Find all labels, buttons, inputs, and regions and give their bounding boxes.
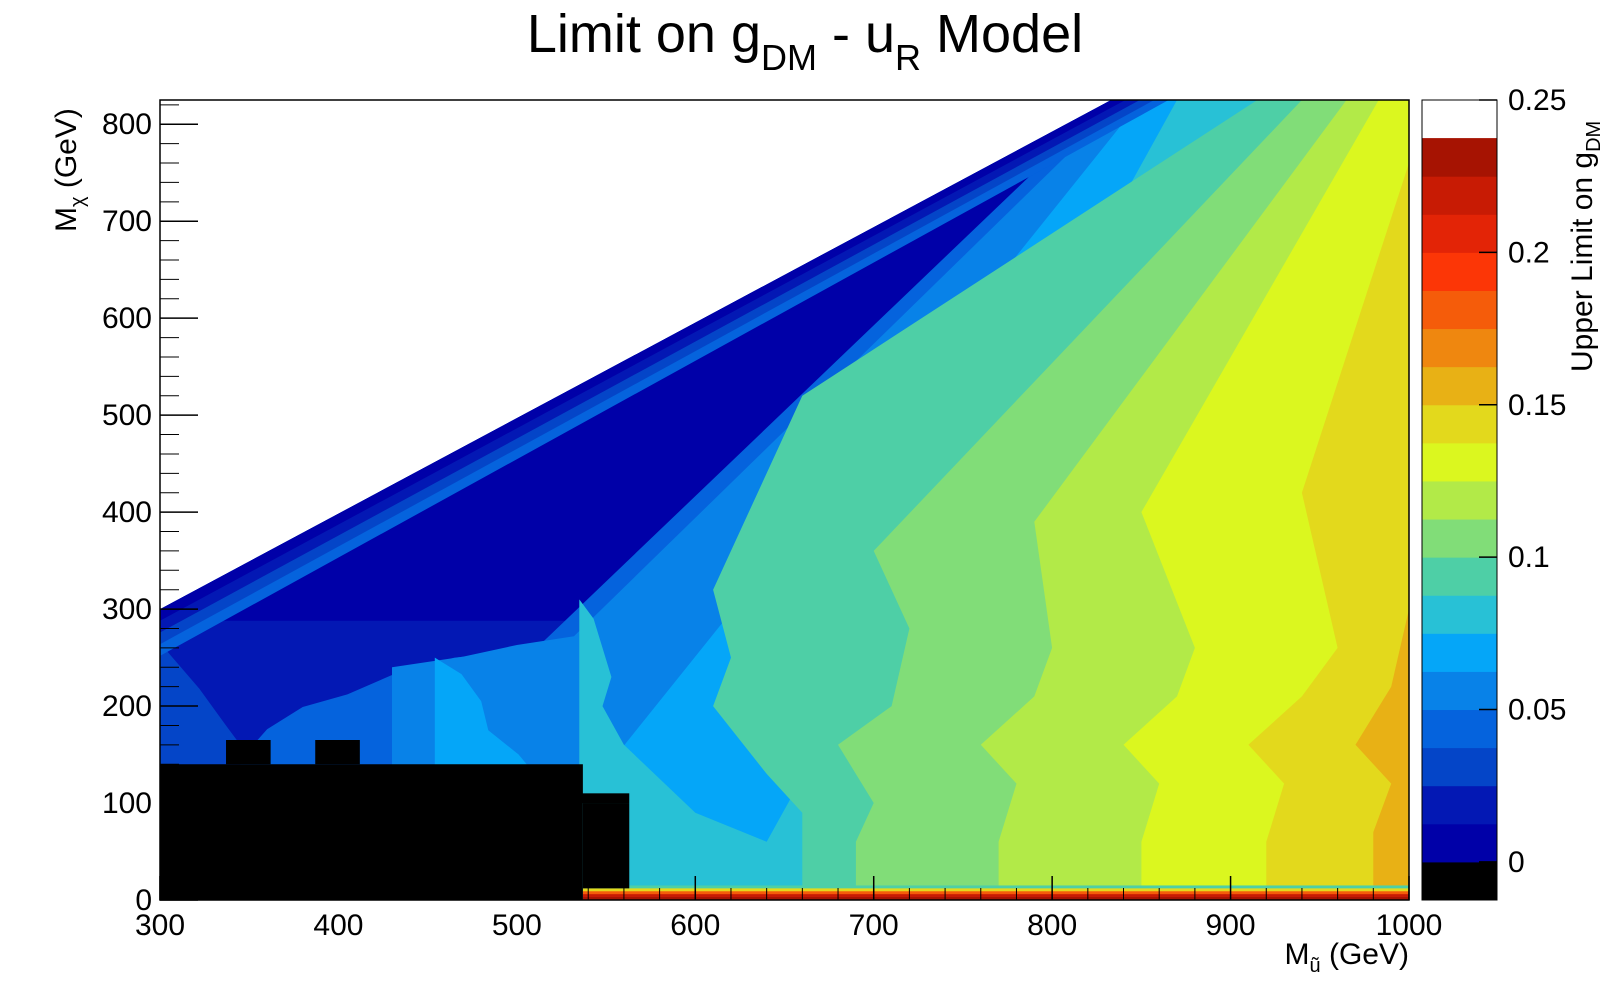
y-tick-label: 0 (135, 884, 152, 917)
color-bar-tick-label: 0 (1508, 846, 1525, 879)
bottom-strip-band (582, 885, 1409, 889)
y-axis-title-end: (GeV) (50, 108, 83, 196)
x-tick-label: 900 (1206, 909, 1256, 942)
chart-title-sub-dm: DM (761, 37, 817, 78)
color-bar-segment (1422, 709, 1497, 749)
color-bar-segment (1422, 252, 1497, 291)
color-bar-segment (1422, 480, 1497, 520)
edge-wedge-4 (160, 100, 1169, 656)
color-bar-title-main: Upper Limit on g (1566, 152, 1599, 372)
color-bar-segment (1422, 328, 1497, 368)
chart-title: Limit on gDM - uR Model (527, 4, 1083, 78)
y-tick-label: 800 (102, 108, 152, 141)
color-bar-segment (1422, 785, 1497, 825)
contour-band-11 (1248, 100, 1409, 900)
y-tick-label: 200 (102, 690, 152, 723)
y-tick-label: 700 (102, 205, 152, 238)
color-bar-segment (1422, 823, 1497, 863)
x-axis-title: Mũ (GeV) (1285, 938, 1409, 977)
x-tick-label: 500 (492, 909, 542, 942)
contour-fill-layer (160, 100, 1409, 900)
x-axis-title-end: (GeV) (1321, 938, 1409, 971)
color-bar-segment (1422, 519, 1497, 558)
y-tick-label: 400 (102, 496, 152, 529)
color-bar-tick-label: 0.1 (1508, 541, 1550, 574)
x-tick-label: 300 (135, 909, 185, 942)
color-bar-segment (1422, 214, 1497, 253)
color-bar-segment (1422, 442, 1497, 482)
plot-frame (159, 99, 1410, 901)
color-bar-tick-label: 0.25 (1508, 84, 1566, 117)
y-axis: 0 100 200 300 400 500 600 700 800 (102, 104, 198, 917)
excluded-region (160, 740, 630, 900)
edge-wedge-3 (160, 100, 1155, 645)
color-bar-segment (1422, 557, 1497, 596)
color-bar-segment (1422, 633, 1497, 672)
y-tick-label: 300 (102, 593, 152, 626)
color-bar-segment (1422, 671, 1497, 711)
color-bar-tick-label: 0.2 (1508, 236, 1550, 269)
excluded-block (540, 793, 630, 804)
edge-wedge-1 (160, 100, 1126, 621)
bottom-strip-band (582, 894, 1409, 898)
x-axis-title-main: M (1285, 938, 1310, 971)
x-tick-label: 400 (313, 909, 363, 942)
color-bar-segment (1422, 176, 1497, 215)
color-bar-segment (1422, 366, 1497, 406)
excluded-block (582, 803, 630, 889)
bottom-strip-band (582, 891, 1409, 895)
x-axis-title-sub: ũ (1310, 955, 1321, 977)
color-bar-tick-label: 0.15 (1508, 389, 1566, 422)
color-bar-title: Upper Limit on gDM (1566, 121, 1605, 372)
chart-title-sub-r: R (895, 37, 921, 78)
bottom-strip-band (582, 888, 1409, 892)
excluded-block (160, 764, 583, 900)
x-tick-label: 700 (849, 909, 899, 942)
y-axis-title: Mχ (GeV) (50, 108, 89, 232)
color-bar-segment (1422, 747, 1497, 787)
excluded-block (226, 740, 271, 765)
chart-title-end: Model (921, 4, 1083, 64)
chart-title-mid: - u (817, 4, 895, 64)
excluded-block (315, 740, 360, 765)
y-axis-title-sub: χ (67, 196, 89, 207)
x-tick-label: 600 (670, 909, 720, 942)
bottom-strip-band (582, 897, 1409, 900)
color-bar-segment (1422, 290, 1497, 330)
contour-band-12 (1355, 100, 1409, 900)
y-tick-label: 600 (102, 302, 152, 335)
x-tick-label: 1000 (1376, 909, 1443, 942)
color-bar-segment (1422, 138, 1497, 177)
edge-wedge-2 (160, 100, 1140, 633)
color-bar-title-sub: DM (1583, 121, 1605, 152)
x-tick-label: 800 (1027, 909, 1077, 942)
y-tick-label: 100 (102, 787, 152, 820)
y-tick-label: 500 (102, 399, 152, 432)
color-bar (1422, 138, 1497, 901)
color-bar-tick-label: 0.05 (1508, 694, 1566, 727)
color-bar-frame (1421, 99, 1498, 901)
color-bar-segment (1422, 861, 1497, 901)
color-bar-segment (1422, 595, 1497, 634)
color-bar-axis: 0 0.05 0.1 0.15 0.2 0.25 (1479, 84, 1566, 879)
chart-title-main: Limit on g (527, 4, 761, 64)
y-axis-title-main: M (50, 207, 83, 232)
color-bar-segment (1422, 404, 1497, 444)
plot-area (159, 99, 1410, 901)
x-axis: 300 400 500 600 700 800 900 1000 (135, 876, 1442, 942)
